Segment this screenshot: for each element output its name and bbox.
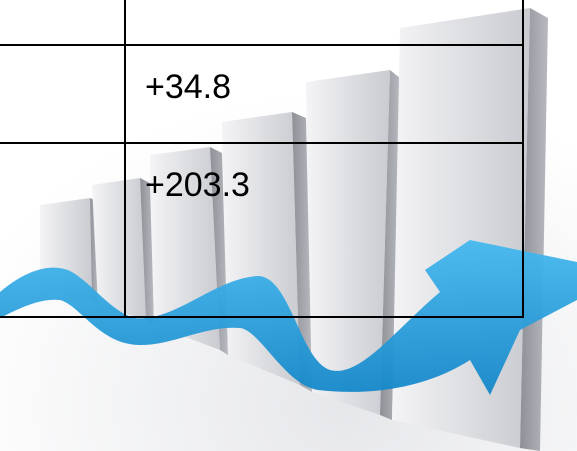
cell-value: +34.8	[145, 68, 231, 106]
table-grid	[0, 0, 524, 318]
cell-value: +203.3	[145, 166, 250, 204]
